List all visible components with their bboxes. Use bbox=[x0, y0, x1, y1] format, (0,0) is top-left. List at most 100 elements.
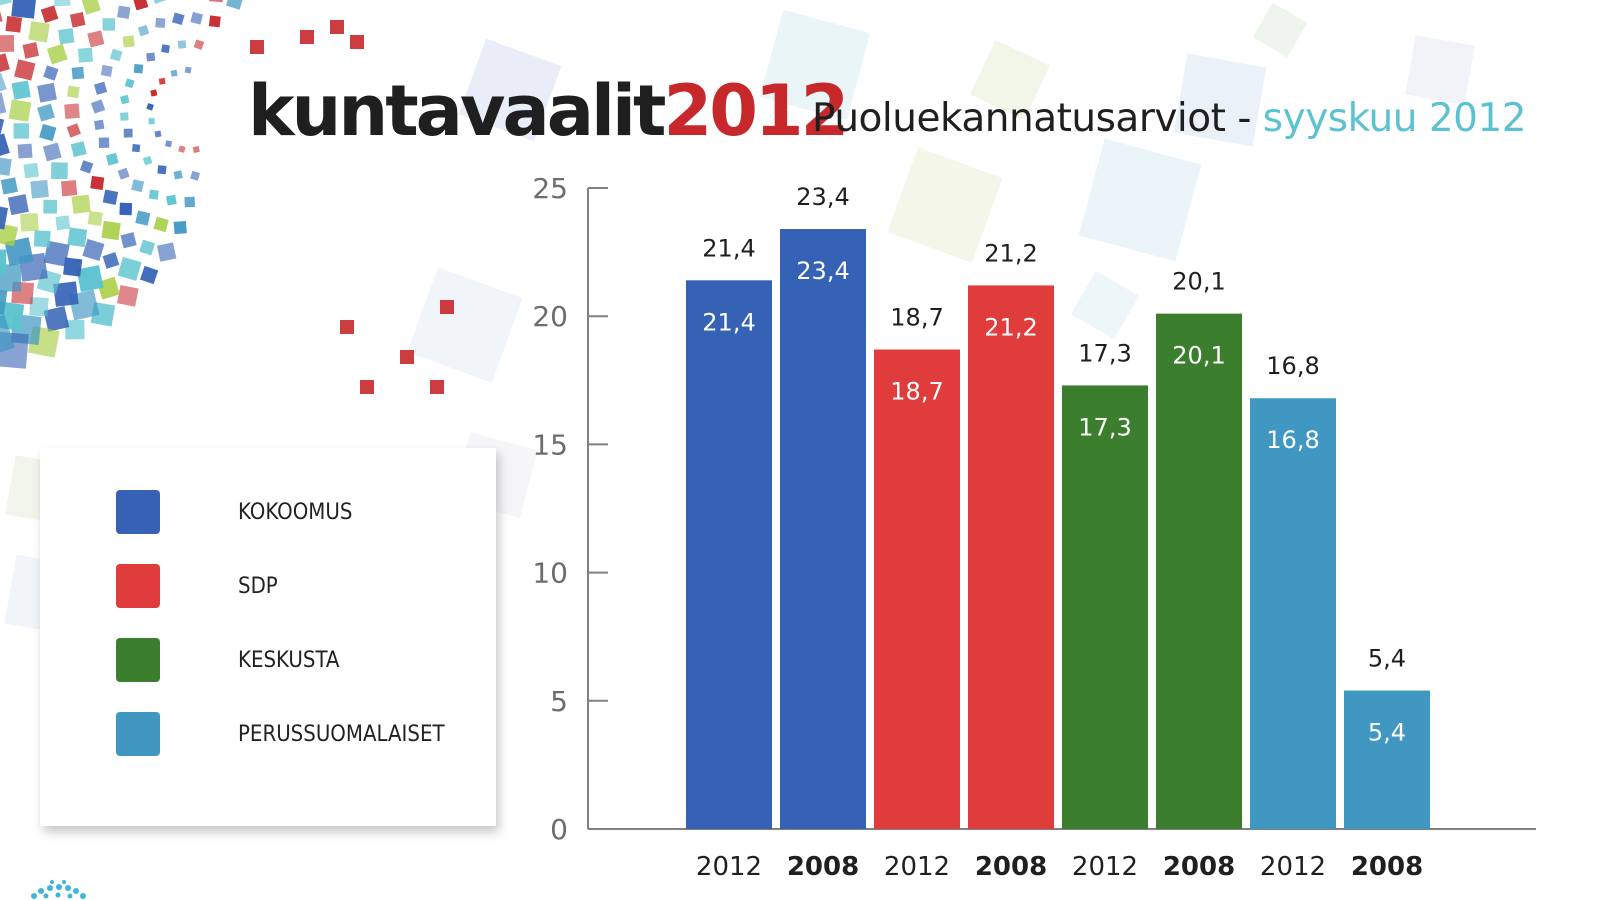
decor-square bbox=[55, 215, 71, 231]
decor-square bbox=[30, 179, 49, 199]
decor-square bbox=[177, 40, 187, 49]
decor-square bbox=[102, 18, 115, 31]
decor-square bbox=[119, 202, 133, 216]
decor-square bbox=[53, 0, 71, 7]
decor-square bbox=[0, 204, 9, 230]
decor-square bbox=[87, 210, 103, 226]
legend-swatch-perussuomalaiset bbox=[116, 712, 160, 756]
decor-square bbox=[22, 42, 40, 59]
legend-label-perussuomalaiset: PERUSSUOMALAISET bbox=[238, 722, 445, 747]
decor-square bbox=[53, 281, 79, 307]
decor-square bbox=[154, 130, 162, 138]
bar-value-label-inside: 21,4 bbox=[702, 308, 755, 336]
decor-square bbox=[90, 99, 106, 114]
x-tick-label: 2008 bbox=[787, 852, 859, 882]
decor-square bbox=[156, 242, 177, 262]
decor-square bbox=[190, 11, 204, 25]
page-title: kuntavaalit2012 bbox=[248, 70, 849, 152]
decor-square bbox=[0, 177, 18, 195]
decor-square bbox=[101, 220, 121, 241]
decor-square bbox=[184, 66, 192, 74]
decor-square bbox=[970, 40, 1050, 120]
chart-legend: KOKOOMUS SDP KESKUSTA PERUSSUOMALAISET bbox=[40, 448, 496, 826]
decor-square bbox=[81, 0, 101, 15]
y-tick-label: 5 bbox=[550, 685, 568, 718]
decor-square bbox=[28, 20, 50, 43]
decor-square bbox=[23, 162, 39, 179]
bar-value-label-inside: 16,8 bbox=[1266, 426, 1319, 454]
decor-square bbox=[98, 137, 110, 148]
decor-square bbox=[135, 210, 151, 226]
x-tick-label: 2012 bbox=[884, 852, 950, 882]
bar bbox=[1344, 690, 1430, 829]
decor-square bbox=[1078, 138, 1202, 262]
decor-square bbox=[155, 17, 166, 28]
decor-square bbox=[76, 265, 104, 293]
decor-square bbox=[109, 48, 123, 62]
decor-square bbox=[66, 123, 81, 138]
decor-square bbox=[51, 162, 68, 180]
y-tick-label: 25 bbox=[532, 172, 568, 205]
decor-square bbox=[759, 9, 871, 121]
y-tick-label: 20 bbox=[532, 300, 568, 333]
decor-square bbox=[139, 265, 159, 285]
bar-value-label-inside: 23,4 bbox=[796, 257, 849, 285]
decor-square bbox=[0, 53, 10, 74]
decor-square bbox=[137, 24, 150, 37]
legend-label-keskusta: KESKUSTA bbox=[238, 648, 340, 673]
decor-square bbox=[193, 39, 205, 50]
decor-square bbox=[400, 350, 414, 364]
decor-square bbox=[158, 77, 166, 85]
decor-square bbox=[192, 145, 200, 154]
decor-square bbox=[173, 170, 183, 180]
decor-square bbox=[151, 0, 167, 4]
decor-square bbox=[63, 257, 83, 277]
decor-square bbox=[226, 0, 244, 10]
decor-square bbox=[165, 140, 173, 148]
decor-square bbox=[58, 28, 75, 45]
decor-square bbox=[360, 380, 374, 394]
decor-square bbox=[117, 256, 142, 281]
decor-square bbox=[5, 16, 23, 33]
decor-square bbox=[71, 66, 85, 80]
bar-value-label-inside: 5,4 bbox=[1368, 719, 1406, 747]
decor-square bbox=[37, 82, 57, 103]
title-main-text: kuntavaalit bbox=[248, 70, 666, 152]
decor-square bbox=[0, 287, 8, 315]
decor-square bbox=[117, 5, 131, 20]
legend-label-sdp: SDP bbox=[238, 574, 278, 599]
decor-square bbox=[8, 99, 32, 122]
bar-value-label-above: 23,4 bbox=[796, 183, 849, 211]
x-tick-label: 2008 bbox=[1163, 852, 1235, 882]
bar-value-label-inside: 17,3 bbox=[1078, 413, 1131, 441]
decor-square bbox=[79, 160, 94, 174]
decor-square bbox=[0, 92, 7, 117]
bar-value-label-above: 21,4 bbox=[702, 234, 755, 262]
bar-value-label-above: 18,7 bbox=[890, 304, 943, 332]
decor-square bbox=[71, 194, 91, 214]
decor-square bbox=[120, 112, 129, 121]
decor-square bbox=[102, 252, 120, 269]
decor-square bbox=[148, 118, 155, 125]
decor-square bbox=[430, 380, 444, 394]
decor-square bbox=[178, 145, 186, 153]
decor-square bbox=[153, 216, 169, 233]
decor-square bbox=[105, 152, 119, 166]
decor-square bbox=[887, 147, 1003, 263]
decor-square bbox=[157, 165, 167, 175]
decor-square bbox=[11, 0, 37, 19]
decor-square bbox=[43, 306, 70, 332]
decor-square bbox=[65, 319, 85, 340]
decor-square bbox=[0, 156, 12, 176]
decor-square bbox=[82, 238, 105, 261]
y-tick-label: 0 bbox=[550, 813, 568, 846]
bar bbox=[1062, 385, 1148, 829]
legend-swatch-kokoomus bbox=[116, 490, 160, 534]
decor-square bbox=[94, 81, 108, 95]
decor-square bbox=[350, 35, 364, 49]
decor-square bbox=[300, 30, 314, 44]
decor-square bbox=[0, 133, 10, 159]
decor-square bbox=[161, 44, 170, 54]
decor-square bbox=[123, 128, 133, 138]
